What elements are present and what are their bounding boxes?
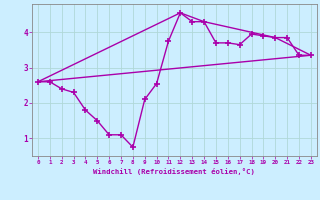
X-axis label: Windchill (Refroidissement éolien,°C): Windchill (Refroidissement éolien,°C) xyxy=(93,168,255,175)
